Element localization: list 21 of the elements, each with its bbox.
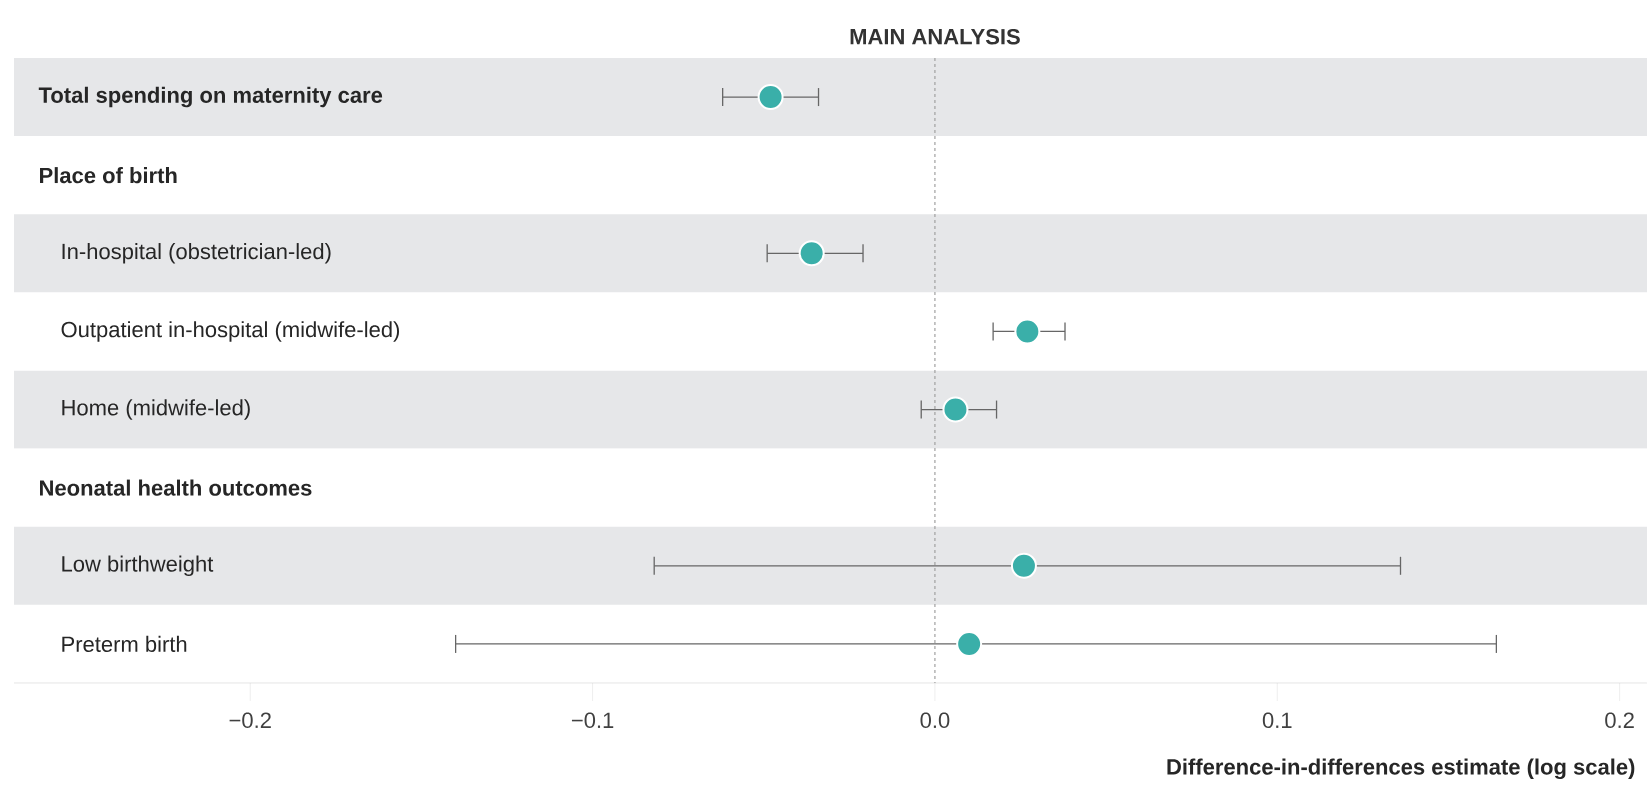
y-tick-label: Home (midwife-led) xyxy=(62,399,250,420)
x-tick-label: −0.1 xyxy=(571,712,614,729)
x-axis-title: Difference-in-differences estimate (log scale) xyxy=(1167,758,1635,780)
chart-title: MAIN ANALYSIS xyxy=(850,28,1020,45)
y-tick-label: Total spending on maternity care xyxy=(38,86,383,108)
y-tick-label: Low birthweight xyxy=(62,555,214,577)
point xyxy=(942,396,969,423)
x-tick-label: 0.0 xyxy=(920,712,950,729)
y-tick-label: In-hospital (obstetrician-led) xyxy=(62,243,331,264)
point xyxy=(956,630,983,657)
x-tick-label: 0.2 xyxy=(1605,712,1634,729)
y-tick-label: Preterm birth xyxy=(62,635,187,653)
y-tick-label: Neonatal health outcomes xyxy=(40,479,312,496)
point xyxy=(798,240,825,267)
point xyxy=(1014,318,1041,345)
point xyxy=(1010,552,1037,579)
point xyxy=(757,84,784,111)
y-tick-label: Outpatient in-hospital (midwife-led) xyxy=(61,321,400,342)
x-tick-label: 0.1 xyxy=(1262,712,1292,729)
x-tick-label: −0.2 xyxy=(229,712,271,729)
y-tick-label: Place of birth xyxy=(40,167,177,184)
